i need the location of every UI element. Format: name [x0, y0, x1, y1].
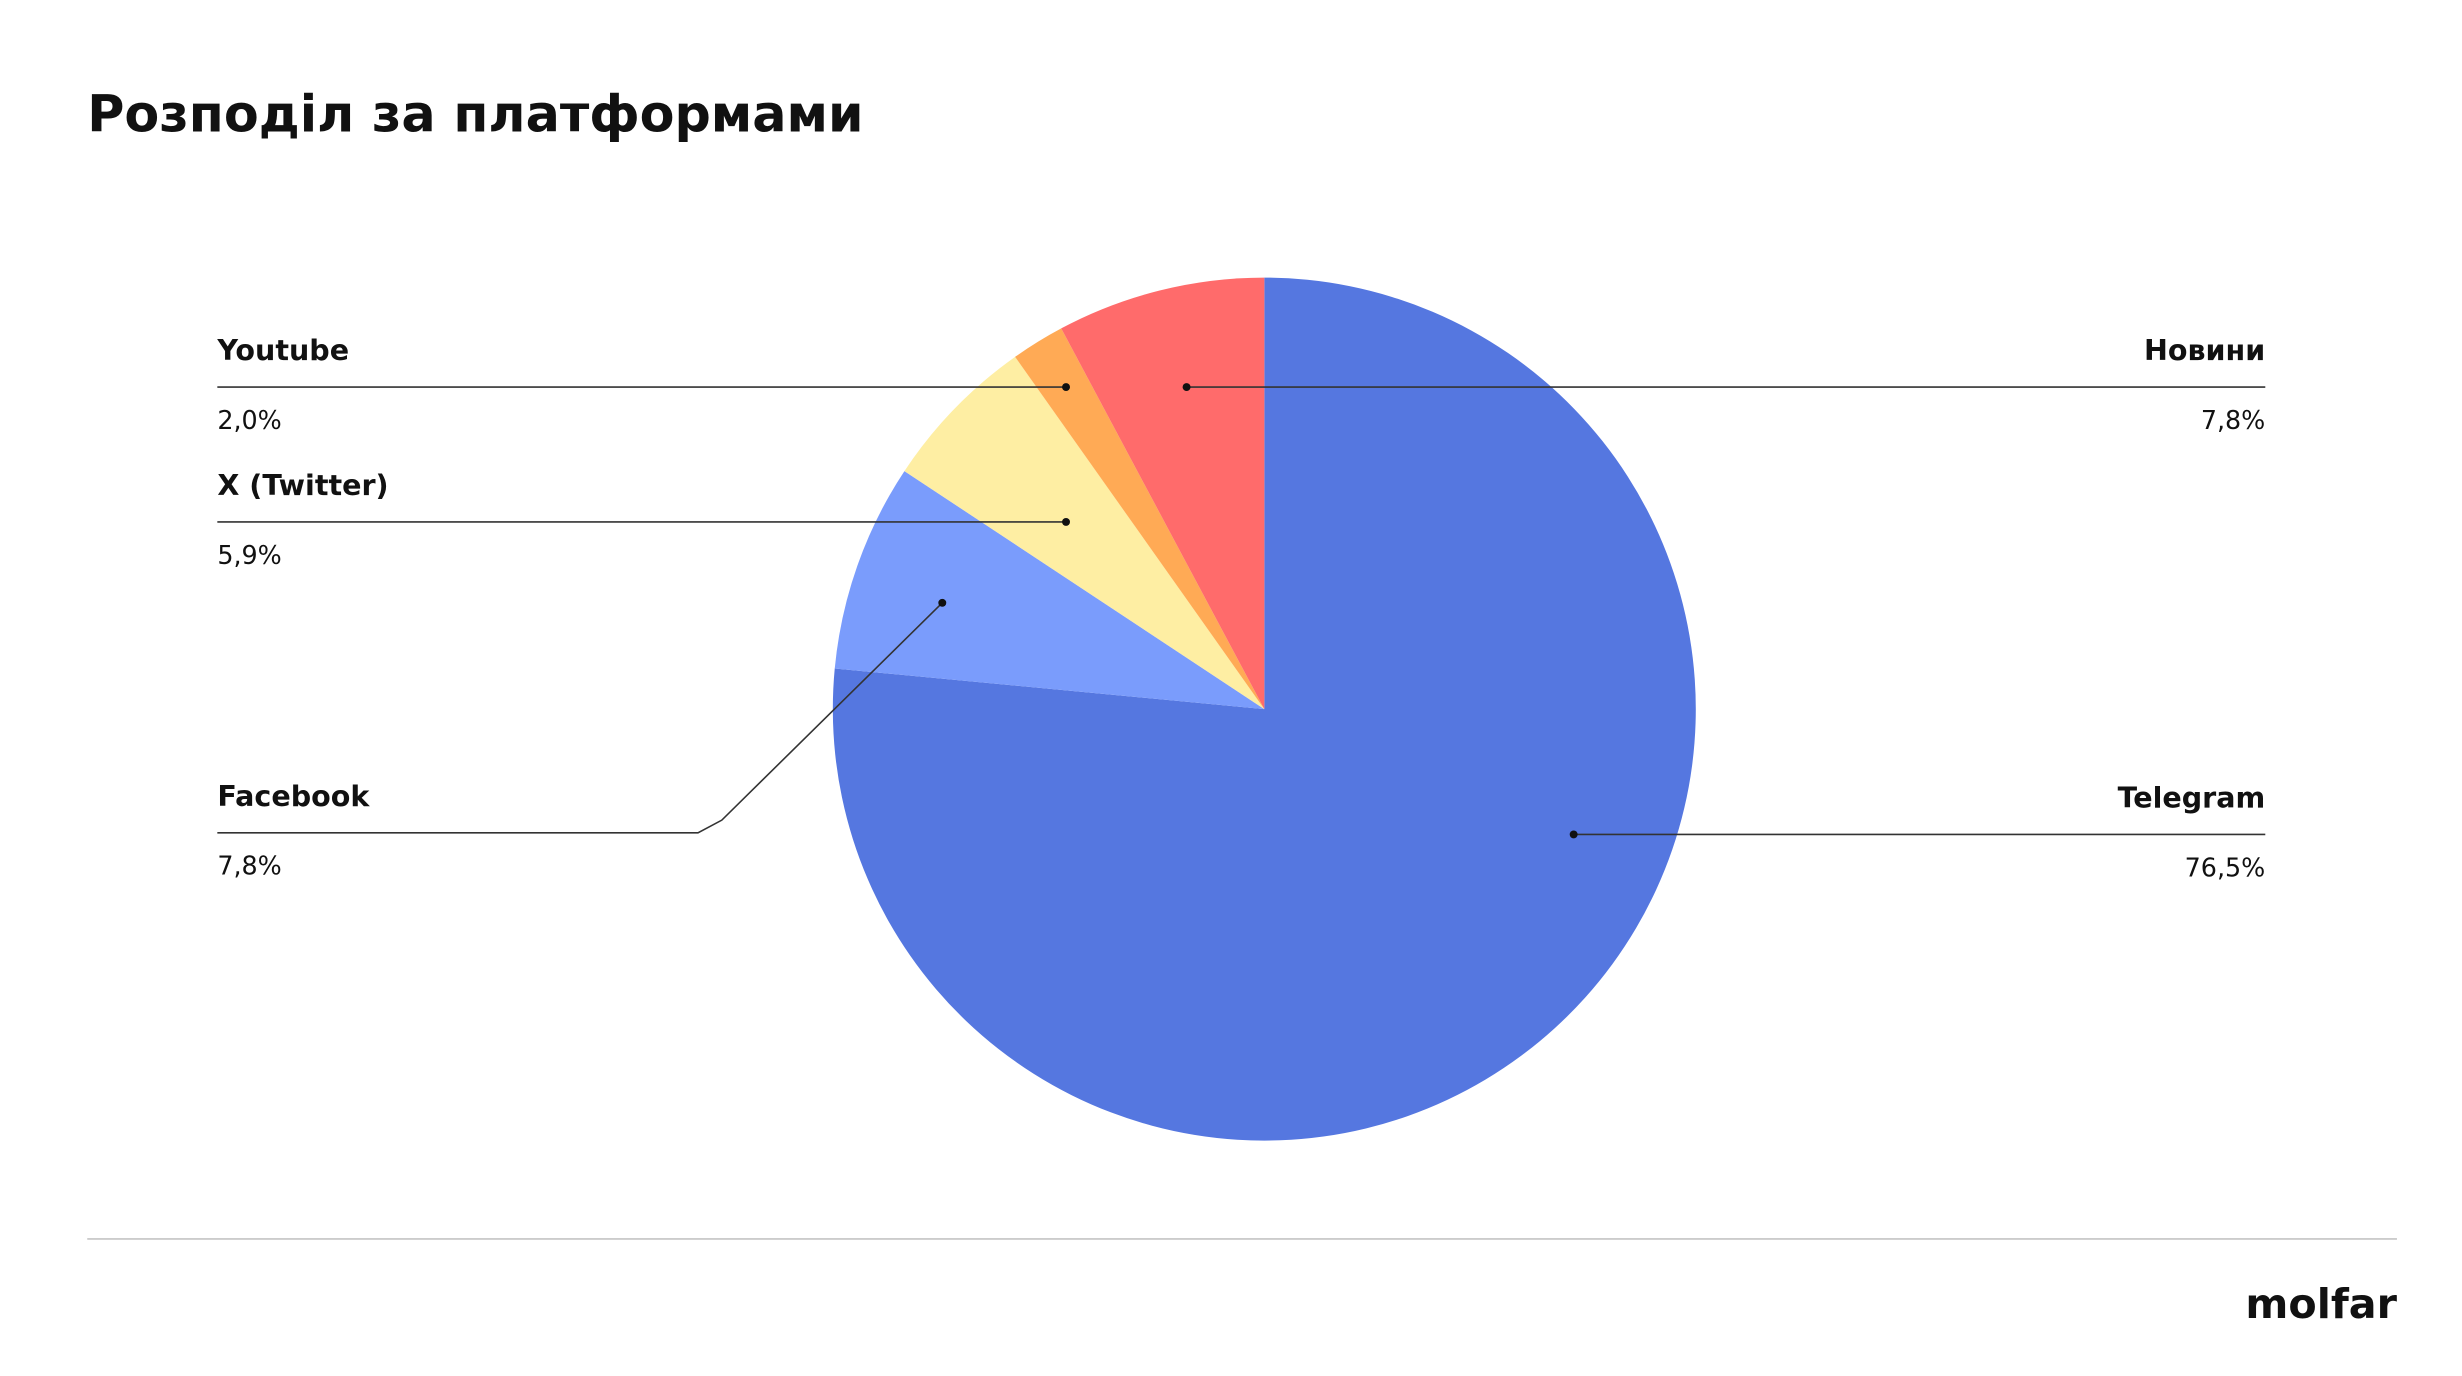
pie-slice [834, 471, 1265, 710]
value-label: 5,9% [217, 540, 281, 570]
leader-line [217, 602, 943, 834]
leader-dot [1062, 517, 1070, 526]
pie-slice [1015, 328, 1265, 710]
chart-title: Розподіл за платформами [87, 84, 863, 143]
logo: molfar [2245, 1280, 2397, 1328]
leader-dot [1062, 383, 1070, 392]
value-label: 7,8% [2201, 405, 2265, 435]
pie-slice [832, 277, 1696, 1141]
category-label: Новини [2144, 333, 2265, 367]
leader-dot [1569, 830, 1578, 839]
pie-slice [904, 356, 1265, 710]
category-label: Youtube [216, 333, 349, 367]
value-label: 76,5% [2185, 852, 2266, 882]
pie-slice [1061, 277, 1265, 710]
category-label: Telegram [2118, 781, 2266, 815]
value-label: 2,0% [217, 405, 281, 435]
category-label: Facebook [217, 779, 370, 813]
leader-dot [938, 598, 947, 607]
value-label: 7,8% [217, 851, 281, 881]
leader-dot [1182, 383, 1191, 392]
category-label: X (Twitter) [217, 468, 388, 502]
